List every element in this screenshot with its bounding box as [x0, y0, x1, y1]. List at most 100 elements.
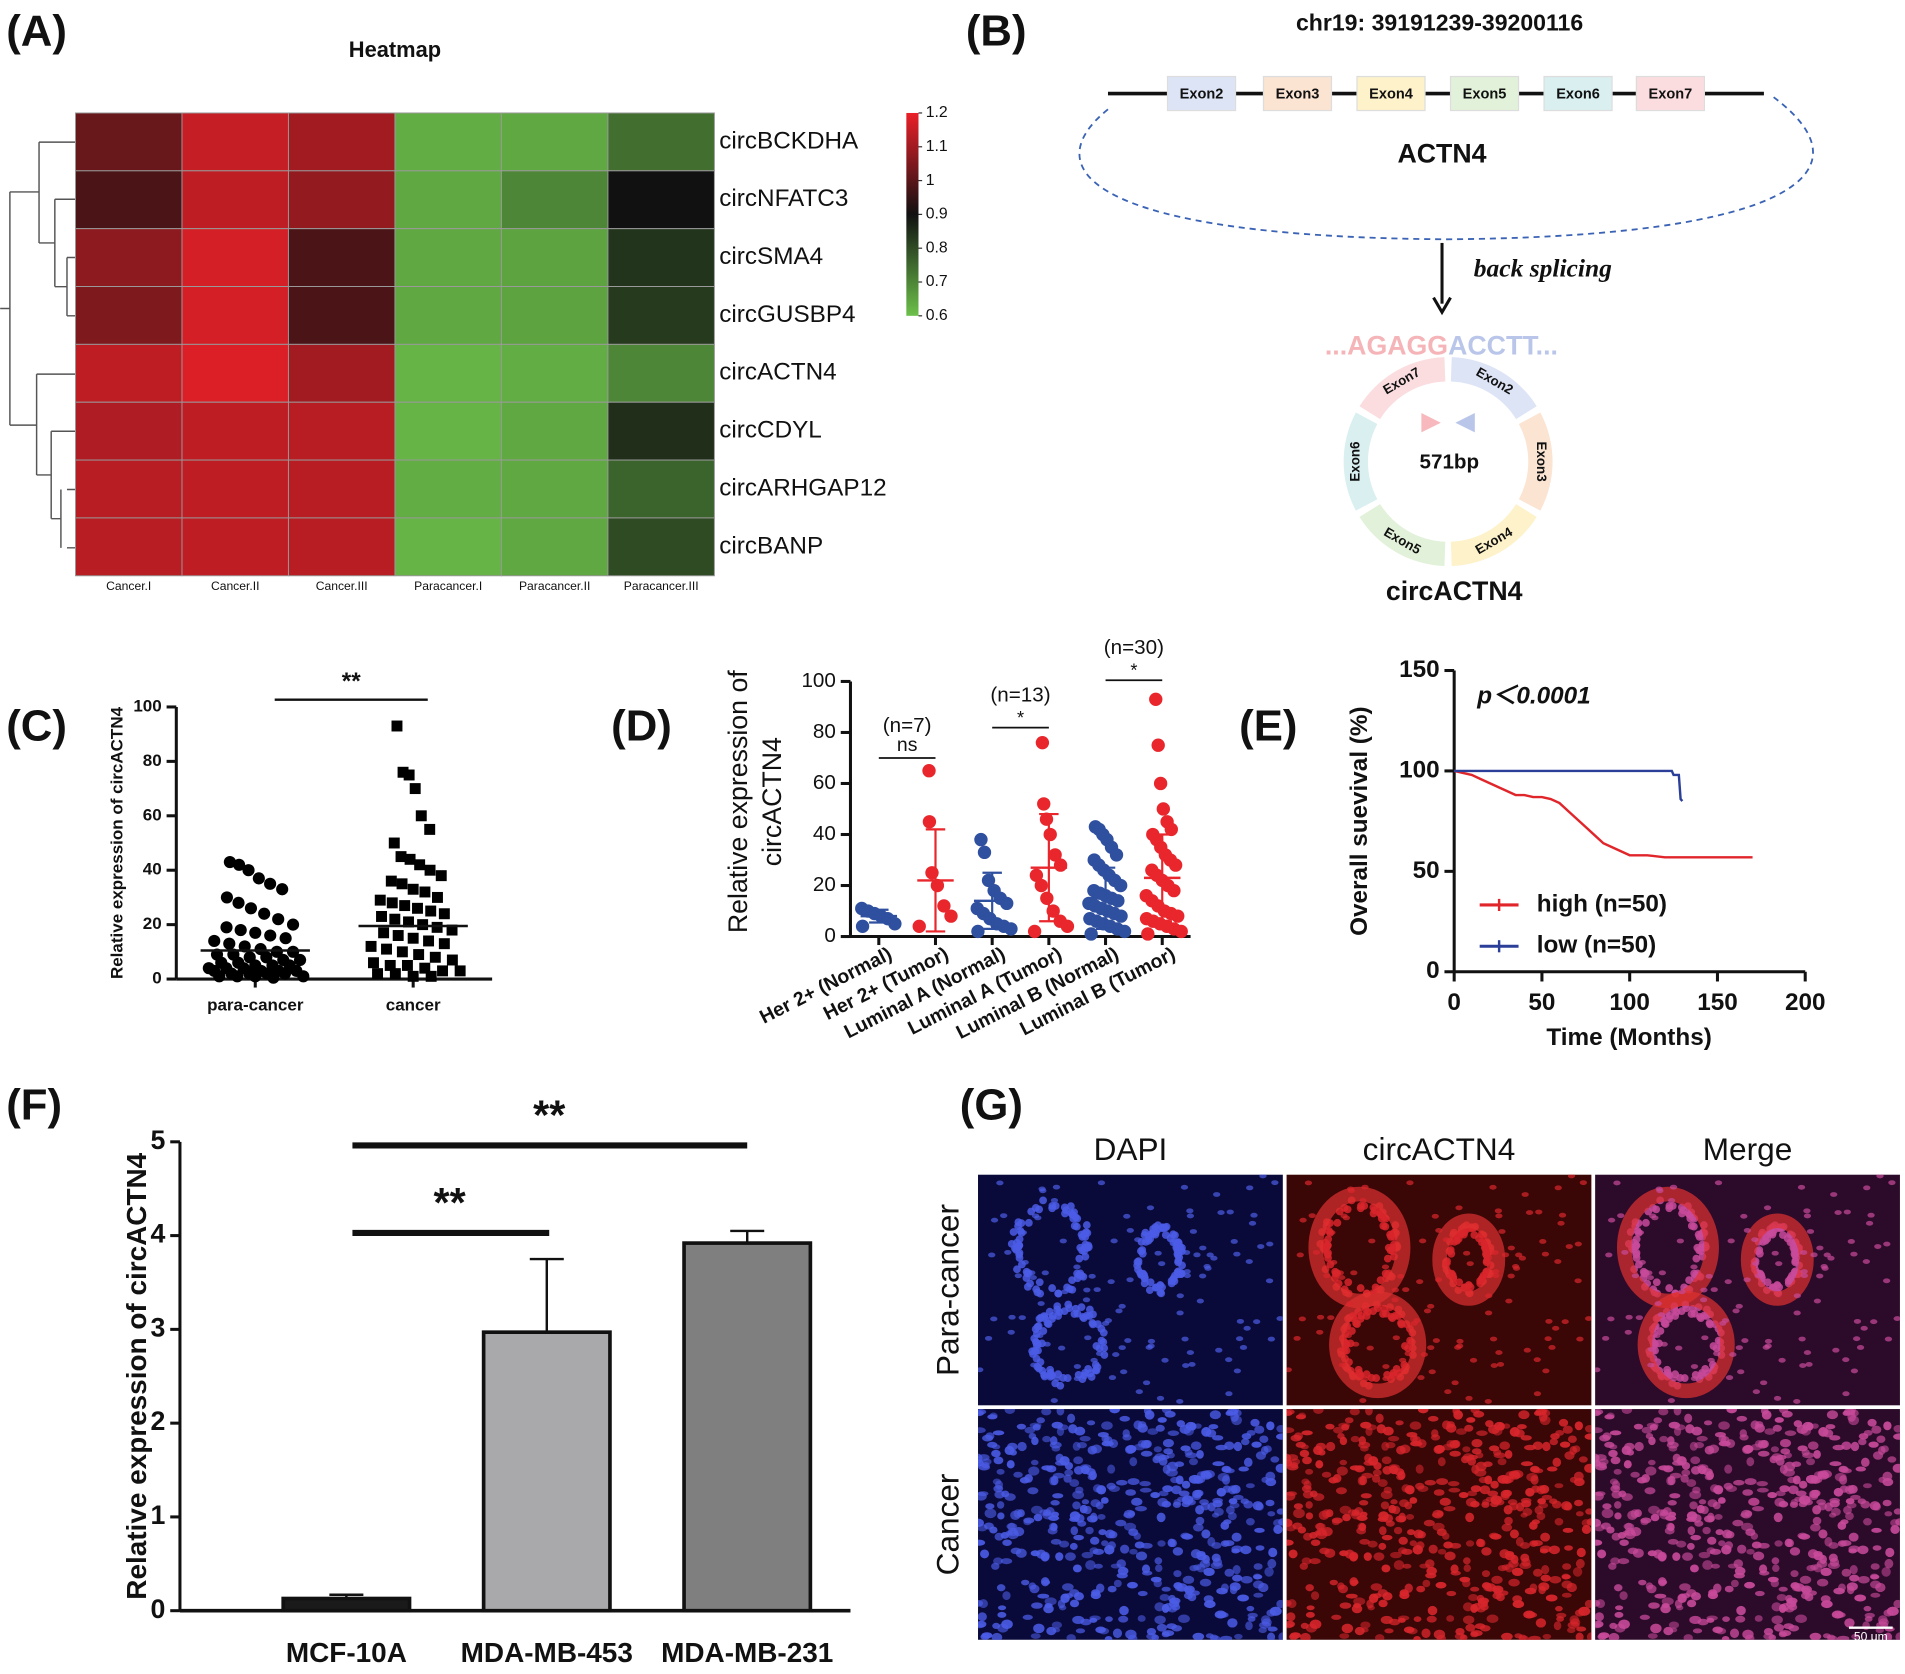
nucleus — [1561, 1574, 1571, 1580]
nucleus — [1186, 1208, 1194, 1214]
nucleus — [1709, 1342, 1718, 1350]
nucleus — [1545, 1594, 1558, 1602]
nucleus — [1251, 1441, 1262, 1448]
nucleus — [1618, 1490, 1627, 1498]
nucleus — [1805, 1361, 1813, 1367]
x-tick-label: 0 — [1447, 989, 1461, 1016]
nucleus — [1305, 1468, 1314, 1475]
nucleus — [1229, 1502, 1240, 1509]
nucleus — [1810, 1564, 1819, 1571]
nucleus — [1892, 1463, 1900, 1473]
y-tick-label: 0 — [1426, 957, 1440, 984]
row-label: circBANP — [719, 532, 823, 559]
nucleus — [1321, 1527, 1333, 1537]
data-point — [279, 932, 292, 945]
nucleus — [1225, 1357, 1233, 1363]
nucleus — [1359, 1197, 1367, 1203]
nucleus — [1310, 1591, 1320, 1601]
nucleus — [978, 1599, 988, 1609]
nucleus — [1316, 1314, 1325, 1320]
y-tick-label: 40 — [813, 822, 836, 845]
data-point — [437, 965, 448, 977]
nucleus — [1742, 1629, 1754, 1640]
nucleus — [1534, 1410, 1542, 1416]
nucleus — [1561, 1319, 1569, 1325]
nucleus — [1237, 1594, 1249, 1602]
nucleus — [1607, 1217, 1616, 1223]
nucleus — [1785, 1594, 1793, 1603]
nucleus — [1619, 1539, 1629, 1546]
data-point — [264, 877, 277, 890]
nucleus — [1556, 1612, 1567, 1619]
nucleus — [1300, 1632, 1311, 1640]
nucleus — [1339, 1436, 1348, 1446]
nucleus — [1437, 1457, 1446, 1467]
data-point — [409, 783, 421, 795]
heat-cell — [74, 228, 183, 288]
nucleus — [1089, 1310, 1097, 1319]
data-point — [1113, 878, 1128, 893]
nucleus — [1431, 1213, 1439, 1219]
nucleus — [1779, 1464, 1788, 1474]
nucleus — [1058, 1345, 1066, 1351]
junction-marker — [1455, 412, 1475, 433]
nucleus — [1055, 1552, 1064, 1561]
nucleus — [1498, 1229, 1506, 1234]
nucleus — [1799, 1575, 1812, 1584]
nucleus — [1050, 1436, 1058, 1446]
nucleus — [1504, 1516, 1513, 1526]
nucleus — [1212, 1435, 1224, 1441]
heat-cell — [181, 112, 289, 172]
nucleus — [1215, 1444, 1228, 1451]
nucleus — [1535, 1209, 1543, 1215]
nucleus — [1714, 1513, 1723, 1520]
y-tick-label: 100 — [133, 696, 161, 715]
nucleus — [1823, 1252, 1831, 1258]
nucleus — [1309, 1531, 1318, 1539]
nucleus — [1501, 1523, 1513, 1532]
color-bar — [906, 112, 919, 316]
nucleus — [1730, 1579, 1739, 1588]
nucleus — [1302, 1456, 1312, 1465]
nucleus — [1871, 1527, 1882, 1533]
nucleus — [1822, 1633, 1831, 1639]
nucleus — [1368, 1238, 1376, 1244]
legend-label: high (n=50) — [1537, 890, 1667, 917]
data-point — [401, 959, 413, 971]
nucleus — [1060, 1593, 1070, 1603]
nucleus — [1668, 1445, 1678, 1452]
nucleus — [1286, 1539, 1294, 1546]
nucleus — [1648, 1505, 1660, 1515]
nucleus — [1152, 1455, 1161, 1464]
nucleus — [1253, 1319, 1261, 1325]
nucleus — [1032, 1285, 1041, 1294]
nucleus — [1595, 1367, 1601, 1373]
nucleus — [1381, 1222, 1390, 1231]
nucleus — [1007, 1522, 1016, 1532]
nucleus — [1525, 1210, 1534, 1216]
nucleus — [1552, 1457, 1562, 1468]
gland — [1329, 1291, 1427, 1399]
data-point — [1117, 924, 1132, 939]
nucleus — [1692, 1486, 1701, 1494]
nucleus — [1609, 1444, 1618, 1450]
nucleus — [1007, 1240, 1016, 1248]
nucleus — [1779, 1485, 1790, 1493]
nucleus — [1771, 1557, 1780, 1565]
nucleus — [1013, 1265, 1021, 1274]
nucleus — [1727, 1563, 1739, 1569]
nucleus — [1141, 1564, 1151, 1574]
nucleus — [1329, 1579, 1338, 1586]
nucleus — [1540, 1532, 1551, 1542]
heat-cell — [607, 459, 715, 519]
nucleus — [1430, 1434, 1441, 1441]
column-label: Cancer.I — [106, 579, 151, 593]
nucleus — [1810, 1523, 1821, 1532]
nucleus — [1178, 1614, 1190, 1624]
nucleus — [1624, 1329, 1632, 1335]
nucleus — [1717, 1497, 1726, 1504]
nucleus — [996, 1468, 1005, 1475]
nucleus — [1333, 1426, 1344, 1434]
nucleus — [1707, 1512, 1715, 1523]
data-point — [429, 951, 441, 963]
